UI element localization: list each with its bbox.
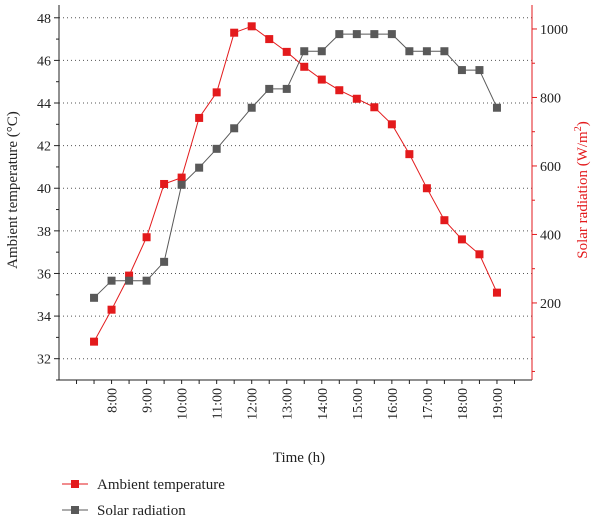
- series-layer: [90, 22, 501, 346]
- y-right-tick-label: 800: [540, 91, 561, 106]
- data-point: [142, 233, 151, 242]
- y-left-tick-label: 32: [37, 353, 51, 368]
- data-point: [335, 86, 344, 95]
- data-point: [317, 75, 326, 84]
- data-point: [422, 47, 431, 56]
- ticks: 32 34 36 38 40 42 44 46 48 200 400 600 800 1000 8:00 9:…: [37, 12, 568, 420]
- data-point: [107, 276, 116, 285]
- data-point: [125, 271, 134, 280]
- data-point: [160, 257, 169, 266]
- y-axis-label-left: Ambient temperature (°C): [5, 111, 21, 269]
- data-point: [492, 103, 501, 112]
- data-point: [142, 276, 151, 285]
- data-point: [300, 47, 309, 56]
- legend-label-solar: Solar radiation: [97, 503, 186, 519]
- x-tick-label: 17:00: [421, 388, 436, 420]
- x-tick-label: 13:00: [281, 388, 296, 420]
- data-point: [177, 173, 186, 182]
- data-point: [492, 288, 501, 297]
- grid-lines: [59, 17, 532, 360]
- data-point: [247, 22, 256, 31]
- data-point: [405, 150, 414, 159]
- data-point: [195, 113, 204, 122]
- legend: Ambient temperature Solar radiation: [62, 477, 225, 519]
- data-point: [370, 30, 379, 39]
- y-left-tick-label: 44: [37, 97, 51, 112]
- data-point: [230, 124, 239, 133]
- data-point: [90, 293, 99, 302]
- series-line-0: [93, 25, 498, 342]
- series-line-1: [93, 33, 498, 299]
- x-tick-label: 16:00: [386, 388, 401, 420]
- y-right-tick-label: 1000: [540, 23, 568, 38]
- legend-marker-solar: [71, 506, 79, 514]
- data-point: [265, 35, 274, 44]
- y-left-tick-label: 36: [37, 267, 51, 282]
- data-point: [352, 94, 361, 103]
- data-point: [457, 66, 466, 75]
- y-left-tick-label: 34: [37, 310, 51, 325]
- y-left-tick-label: 42: [37, 140, 51, 155]
- data-point: [195, 163, 204, 172]
- legend-item-solar: Solar radiation: [62, 503, 186, 519]
- data-point: [212, 88, 221, 97]
- y-right-tick-label: 600: [540, 160, 561, 175]
- data-point: [440, 47, 449, 56]
- data-point: [352, 30, 361, 39]
- data-point: [335, 30, 344, 39]
- data-point: [387, 30, 396, 39]
- y-left-tick-label: 48: [37, 12, 51, 27]
- data-point: [475, 66, 484, 75]
- y-right-tick-label: 400: [540, 228, 561, 243]
- data-point: [457, 235, 466, 244]
- y-axis-label-right-base: Solar radiation (W/m: [575, 131, 591, 259]
- y-axis-label-right-sup: 2: [573, 126, 584, 131]
- y-axis-label-right: Solar radiation (W/m2): [573, 121, 591, 258]
- legend-marker-ambient: [71, 480, 79, 488]
- y-left-tick-label: 46: [37, 54, 51, 69]
- data-point: [90, 337, 99, 346]
- data-point: [177, 180, 186, 189]
- x-axis-label: Time (h): [273, 450, 325, 466]
- data-point: [370, 103, 379, 112]
- data-point: [422, 184, 431, 193]
- x-tick-label: 14:00: [316, 388, 331, 420]
- x-tick-label: 11:00: [211, 388, 226, 419]
- y-right-tick-label: 200: [540, 297, 561, 312]
- data-point: [317, 47, 326, 56]
- data-point: [212, 144, 221, 153]
- x-tick-label: 18:00: [456, 388, 471, 420]
- data-point: [125, 276, 134, 285]
- legend-item-ambient: Ambient temperature: [62, 477, 225, 493]
- data-point: [265, 84, 274, 93]
- x-tick-label: 8:00: [106, 388, 121, 413]
- x-tick-label: 10:00: [176, 388, 191, 420]
- data-point: [282, 47, 291, 56]
- data-point: [230, 28, 239, 37]
- data-point: [440, 216, 449, 225]
- axes: [58, 5, 533, 381]
- data-point: [107, 305, 116, 314]
- data-point: [387, 120, 396, 129]
- legend-label-ambient: Ambient temperature: [97, 477, 225, 493]
- x-tick-label: 19:00: [491, 388, 506, 420]
- data-point: [247, 103, 256, 112]
- x-tick-label: 12:00: [246, 388, 261, 420]
- data-point: [300, 62, 309, 71]
- data-point: [160, 179, 169, 188]
- x-tick-label: 15:00: [351, 388, 366, 420]
- y-left-tick-label: 38: [37, 225, 51, 240]
- data-point: [282, 84, 291, 93]
- x-tick-label: 9:00: [141, 388, 156, 413]
- data-point: [405, 47, 414, 56]
- y-left-tick-label: 40: [37, 182, 51, 197]
- data-point: [475, 250, 484, 259]
- y-axis-label-right-tail: ): [575, 121, 591, 126]
